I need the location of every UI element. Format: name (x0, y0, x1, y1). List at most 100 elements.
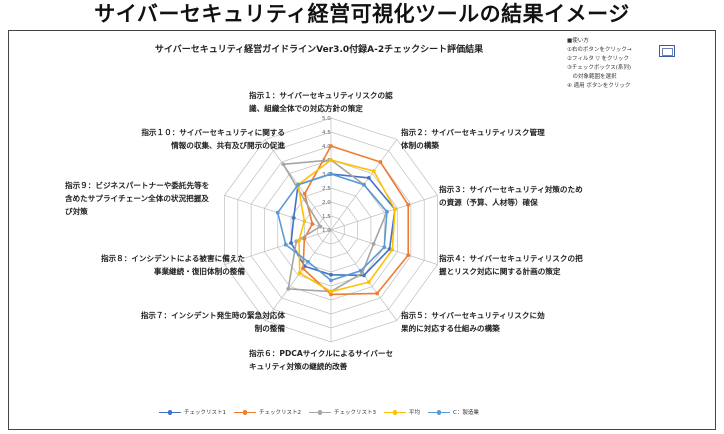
legend-swatch (428, 409, 451, 415)
axis-label-line: 指示１０：サイバーセキュリティに関する (141, 128, 285, 137)
legend-swatch (309, 409, 331, 415)
gridline-spoke (264, 229, 332, 321)
series-point (329, 144, 333, 148)
series-point (286, 286, 291, 291)
radial-tick-label: 2.5 (322, 186, 331, 192)
legend-item: 平均 (384, 408, 420, 416)
legend-label: C：製造業 (453, 410, 479, 416)
axis-label: 指示４：サイバーセキュリティリスクの把 握とリスク対応に関する計画の策定 (439, 252, 583, 278)
legend-label: 平均 (409, 410, 421, 416)
gridline-spoke (224, 229, 332, 265)
axis-label: 指示３：サイバーセキュリティ対策のため の資源（予算、人材等）確保 (439, 183, 583, 209)
axis-label-line: 指示６：PDCAサイクルによるサイバーセ (249, 349, 394, 358)
radial-tick-label: 4.0 (322, 144, 331, 150)
axis-label-line: 情報の収集、共有及び開示の促進 (171, 141, 285, 150)
axis-label-line: 果的に対応する仕組みの構築 (401, 324, 500, 333)
series-line (276, 173, 388, 282)
series-point (301, 266, 305, 271)
legend-label: チェックリスト2 (259, 410, 301, 416)
series-point (318, 224, 323, 229)
series-point (366, 175, 371, 180)
axis-label: 指示６：PDCAサイクルによるサイバーセ キュリティ対策の継続的改善 (249, 347, 393, 373)
filter-toggle-button[interactable] (659, 45, 675, 57)
axis-label-line: 事業継続・復旧体制の整備 (153, 267, 245, 276)
series-point (329, 278, 333, 283)
axis-label-line: 体制の構築 (401, 141, 439, 150)
series-point (275, 210, 280, 215)
axis-label-line: 指示３：サイバーセキュリティ対策のため (439, 185, 583, 194)
axis-label-line: 指示２：サイバーセキュリティリスク管理 (401, 128, 545, 137)
howto-step: ③チェックボックス(系列) (567, 65, 632, 71)
axis-label-line: 指示４：サイバーセキュリティリスクの把 (439, 254, 583, 263)
axis-label: 指示９：ビジネスパートナーや委託先等を 含めたサプライチェーン全体の状況把握及 び対… (65, 179, 209, 218)
series-point (329, 272, 333, 277)
series-point (375, 291, 379, 296)
series-point (289, 241, 293, 245)
series-point (297, 271, 302, 275)
axis-label-line: キュリティ対策の継続的改善 (249, 362, 348, 371)
series-point (281, 162, 286, 167)
series-point (297, 238, 301, 243)
axis-label-line: 指示５：サイバーセキュリティリスクに効 (401, 311, 545, 320)
series-point (406, 203, 411, 207)
radial-tick-label: 1.0 (322, 228, 331, 234)
legend-item: チェックリスト3 (309, 408, 376, 416)
radial-tick-label: 2.0 (322, 200, 331, 206)
howto-heading: ■使い方 (567, 38, 589, 44)
series-point (385, 209, 389, 214)
howto-step: の対象範囲を選択 (567, 74, 617, 80)
legend-swatch (234, 409, 256, 415)
gridline-spoke (330, 195, 438, 231)
axis-label: 指示２：サイバーセキュリティリスク管理 体制の構築 (401, 126, 545, 152)
radial-tick-label: 4.5 (322, 130, 331, 136)
axis-label: 指示１：サイバーセキュリティリスクの認 識、組織全体での対応方針の策定 (249, 89, 393, 115)
howto-step: ②フィルタ ▽ をクリック (567, 56, 630, 62)
axis-label-line: 含めたサプライチェーン全体の状況把握及 (65, 194, 209, 203)
axis-label-line: の資源（予算、人材等）確保 (439, 198, 538, 207)
series-point (390, 248, 395, 252)
chart-legend: チェックリスト1 チェックリスト2 チェックリスト3 平均 C：製造業 (159, 405, 559, 419)
series-point (329, 172, 333, 176)
howto-step: ④ 適用 ボタンをクリック (567, 83, 631, 89)
series-point (329, 289, 333, 294)
series-point (283, 242, 288, 247)
legend-item: チェックリスト1 (159, 408, 226, 416)
legend-label: チェックリスト1 (184, 410, 226, 416)
legend-swatch (159, 409, 181, 415)
series-point (371, 169, 376, 174)
series-point (406, 253, 411, 257)
series-point (378, 160, 383, 164)
axis-label-line: 指示１：サイバーセキュリティリスクの認 (249, 91, 393, 100)
series-point (362, 182, 366, 187)
axis-label-line: び対策 (65, 207, 88, 216)
axis-label-line: 指示７：インシデント発生時の緊急対応体 (140, 311, 285, 320)
axis-label-line: 識、組織全体での対応方針の策定 (249, 104, 363, 113)
series-point (393, 207, 397, 212)
series-point (358, 268, 363, 273)
legend-item: C：製造業 (428, 408, 479, 416)
axis-label-line: 握とリスク対応に関する計画の策定 (439, 267, 561, 276)
series-point (382, 245, 387, 250)
howto-step: ①右のボタンをクリック→ (567, 47, 632, 53)
series-point (366, 280, 371, 285)
legend-swatch (384, 409, 406, 415)
legend-label: チェックリスト3 (334, 410, 376, 416)
series-point (302, 219, 307, 224)
axis-label: 指示８：インシデントによる被害に備えた 事業継続・復旧体制の整備 (65, 252, 245, 278)
series-point (329, 158, 333, 162)
series-point (296, 182, 300, 187)
axis-label: 指示７：インシデント発生時の緊急対応体制の整備 (105, 309, 285, 335)
series-point (306, 259, 310, 264)
howto-panel: ■使い方 ①右のボタンをクリック→ ②フィルタ ▽ をクリック ③チェックボック… (567, 37, 667, 91)
series-point (302, 191, 307, 196)
axis-label-line: 制の整備 (254, 324, 285, 333)
legend-item: チェックリスト2 (234, 408, 301, 416)
series-point (310, 222, 315, 226)
radial-tick-label: 5.0 (322, 116, 331, 122)
series-point (329, 292, 333, 297)
series-point (291, 215, 296, 220)
result-sheet: サイバーセキュリティ経営ガイドラインVer3.0付録A-2チェックシート評価結果… (8, 30, 716, 430)
series-point (371, 241, 376, 246)
axis-label: 指示１０：サイバーセキュリティに関する情報の収集、共有及び開示の促進 (105, 126, 285, 152)
axis-label-line: 指示９：ビジネスパートナーや委託先等を (65, 181, 210, 190)
